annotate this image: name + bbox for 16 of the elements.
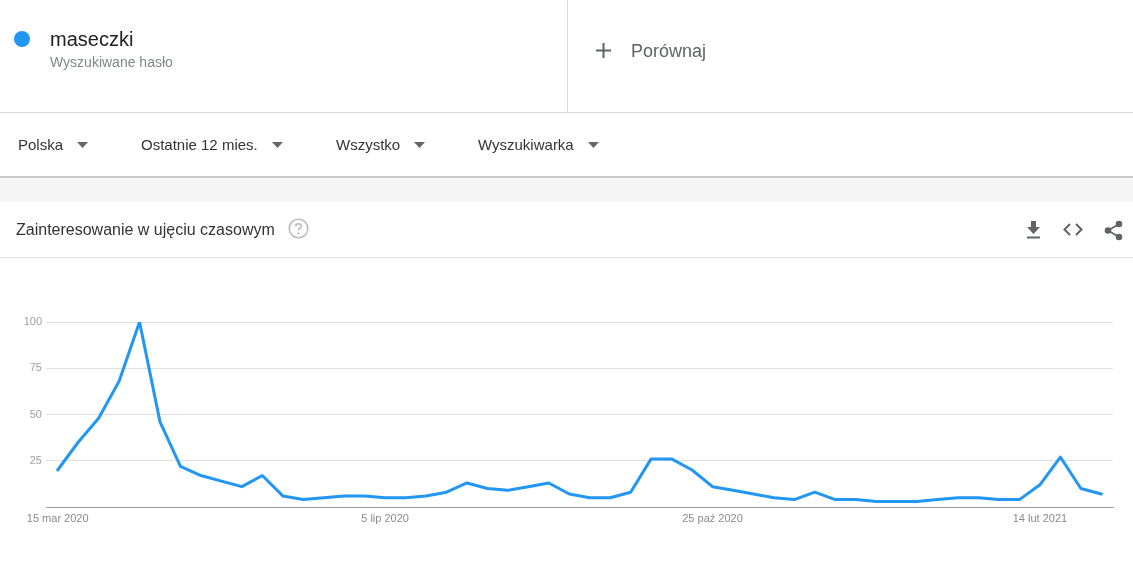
chart-title: Zainteresowanie w ujęciu czasowym	[16, 220, 275, 239]
text: Wyszukiwarka	[478, 136, 574, 154]
x-tick-label: 15 mar 2020	[26, 511, 89, 524]
y-tick-label: 75	[29, 361, 42, 374]
text: Wyszukiwane hasło	[50, 53, 173, 71]
y-tick-label: 100	[23, 315, 42, 328]
legend-label: maseczki	[50, 27, 134, 51]
text: Porównaj	[631, 40, 707, 62]
text: Polska	[18, 136, 64, 154]
text: Ostatnie 12 mies.	[141, 136, 258, 154]
x-tick-label: 14 lut 2021	[1012, 511, 1068, 524]
y-tick-label: 50	[29, 407, 42, 420]
x-tick-label: 25 paź 2020	[682, 511, 743, 524]
text: Wszystko	[336, 136, 401, 154]
y-tick-label: 25	[29, 453, 42, 466]
x-tick-label: 5 lip 2020	[361, 511, 409, 524]
